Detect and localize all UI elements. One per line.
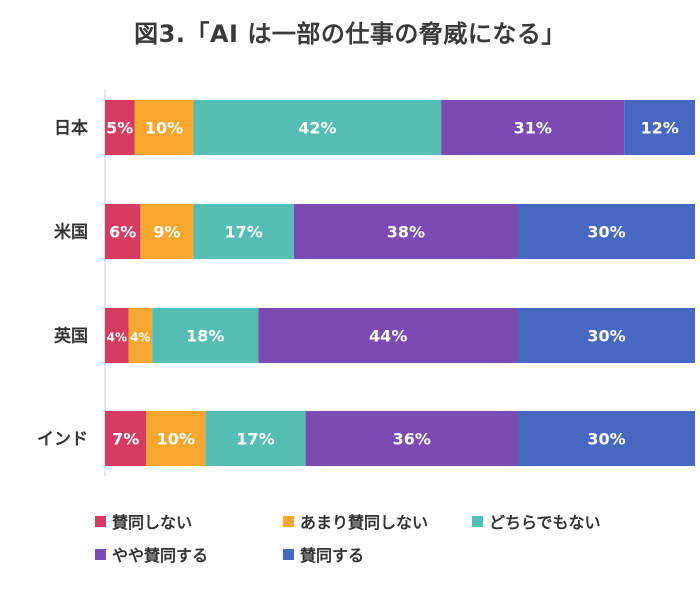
- bar-segment: [518, 411, 695, 466]
- data-label: 7%: [112, 430, 139, 449]
- data-label: 10%: [145, 119, 183, 138]
- bar-segment: [193, 100, 442, 155]
- data-label: 5%: [106, 119, 133, 138]
- legend-item: あまり賛同しない: [283, 509, 428, 533]
- data-label: 30%: [587, 327, 625, 346]
- bar-segment: [305, 411, 518, 466]
- data-label: 36%: [393, 430, 431, 449]
- data-label: 17%: [236, 430, 274, 449]
- bar-segment: [258, 308, 518, 363]
- bar-segment: [193, 204, 294, 259]
- bar-segment: [128, 308, 153, 363]
- legend-label: どちらでもない: [489, 513, 601, 532]
- bar-segment: [105, 204, 141, 259]
- data-label: 4%: [130, 331, 150, 345]
- chart-title: 図3.「AI は一部の仕事の脅威になる」: [134, 20, 566, 48]
- legend-label: 賛同しない: [112, 513, 193, 532]
- bar-segment: [152, 308, 259, 363]
- legend-swatch: [95, 548, 106, 560]
- data-label: 4%: [107, 331, 127, 345]
- data-label: 30%: [587, 223, 625, 242]
- data-label: 17%: [225, 223, 263, 242]
- legend-item: 賛同しない: [95, 509, 192, 533]
- data-label: 38%: [387, 223, 425, 242]
- legend-swatch: [283, 548, 294, 560]
- data-label: 10%: [157, 430, 195, 449]
- bar-segment: [518, 204, 695, 259]
- bar-segment: [105, 100, 135, 155]
- legend-swatch: [283, 515, 294, 527]
- legend-label: 賛同する: [300, 546, 365, 565]
- bar-segment: [134, 100, 194, 155]
- data-label: 30%: [587, 430, 625, 449]
- legend-label: あまり賛同しない: [300, 513, 429, 532]
- data-label: 6%: [109, 223, 136, 242]
- category-label: 英国: [54, 326, 88, 347]
- bar-segment: [146, 411, 206, 466]
- data-label: 42%: [298, 119, 336, 138]
- legend-item: やや賛同する: [95, 542, 208, 566]
- legend-swatch: [95, 515, 106, 527]
- bar-segment: [105, 411, 147, 466]
- data-label: 18%: [186, 327, 224, 346]
- data-label: 9%: [153, 223, 180, 242]
- legend-item: どちらでもない: [472, 509, 601, 533]
- category-label: インド: [37, 430, 88, 450]
- legend-label: やや賛同する: [112, 546, 209, 565]
- legend-swatch: [472, 515, 483, 527]
- data-label: 12%: [640, 119, 678, 138]
- bar-segment: [441, 100, 625, 155]
- bar-segment: [293, 204, 518, 259]
- bar-segment: [205, 411, 306, 466]
- bar-segment: [624, 100, 695, 155]
- category-label: 日本: [54, 118, 88, 139]
- category-label: 米国: [54, 222, 88, 243]
- bar-segment: [105, 308, 129, 363]
- legend-item: 賛同する: [283, 542, 364, 566]
- data-label: 31%: [514, 119, 552, 138]
- data-label: 44%: [369, 327, 407, 346]
- bar-segment: [518, 308, 695, 363]
- bar-segment: [140, 204, 194, 259]
